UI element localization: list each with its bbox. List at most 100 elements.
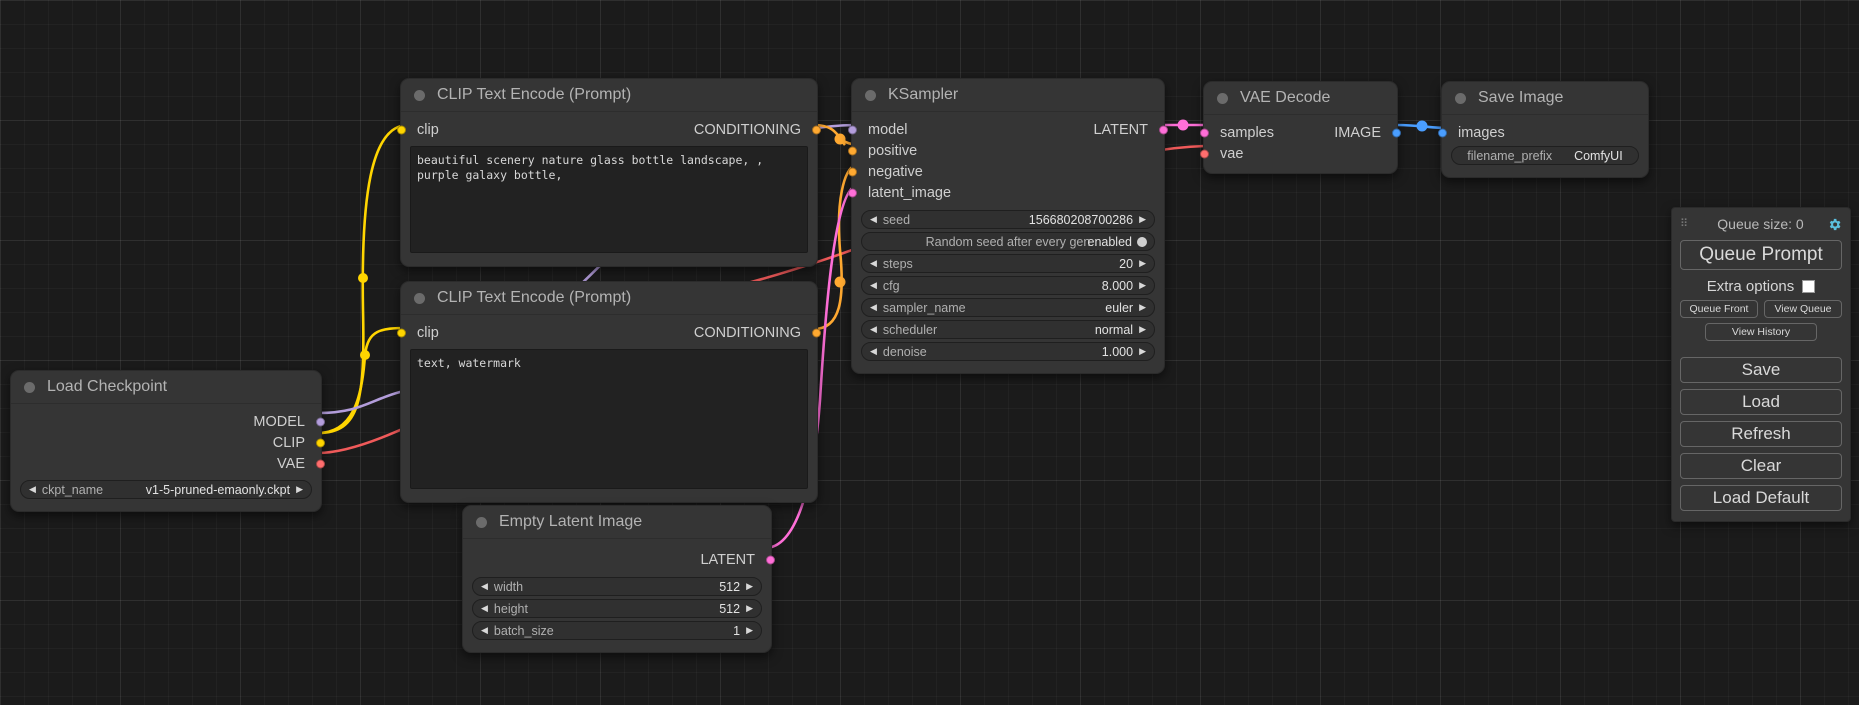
slot-negative-input[interactable]: negative [848, 161, 1164, 182]
slot-clip-input[interactable]: clip CONDITIONING [397, 119, 821, 140]
increment-arrow-icon[interactable]: ▶ [1139, 324, 1146, 334]
slot-latent-output[interactable]: LATENT [463, 546, 775, 574]
save-button[interactable]: Save [1680, 357, 1842, 383]
comfyui-menu-panel[interactable]: ⠿ Queue size: 0 Queue Prompt Extra optio… [1671, 207, 1851, 522]
decrement-arrow-icon[interactable]: ◀ [870, 324, 877, 334]
view-history-button[interactable]: View History [1705, 323, 1817, 341]
collapse-dot-icon[interactable] [24, 381, 35, 393]
port-model-icon[interactable] [848, 125, 857, 134]
node-title-bar[interactable]: Save Image [1442, 82, 1648, 115]
widget-width[interactable]: ◀ width 512 ▶ [472, 577, 762, 596]
slot-latent-image-input[interactable]: latent_image [848, 182, 1164, 203]
increment-arrow-icon[interactable]: ▶ [746, 603, 753, 613]
widget-value[interactable]: v1-5-pruned-emaonly.ckpt [145, 482, 291, 497]
decrement-arrow-icon[interactable]: ◀ [870, 258, 877, 268]
collapse-dot-icon[interactable] [476, 516, 487, 528]
node-load-checkpoint[interactable]: Load Checkpoint MODEL CLIP VAE ◀ ckpt_na… [10, 370, 325, 512]
node-clip-text-encode-negative[interactable]: CLIP Text Encode (Prompt) clip CONDITION… [397, 281, 821, 503]
port-conditioning-icon[interactable] [812, 125, 821, 134]
widget-value[interactable]: 8.000 [1101, 278, 1134, 293]
increment-arrow-icon[interactable]: ▶ [746, 581, 753, 591]
slot-positive-input[interactable]: positive [848, 140, 1164, 161]
port-vae-icon[interactable] [316, 459, 325, 468]
increment-arrow-icon[interactable]: ▶ [746, 625, 753, 635]
node-title-bar[interactable]: CLIP Text Encode (Prompt) [401, 282, 817, 315]
widget-value[interactable]: 512 [719, 601, 741, 616]
port-clip-icon[interactable] [316, 438, 325, 447]
decrement-arrow-icon[interactable]: ◀ [481, 581, 488, 591]
node-empty-latent-image[interactable]: Empty Latent Image LATENT ◀ width 512 ▶ … [462, 505, 775, 653]
decrement-arrow-icon[interactable]: ◀ [481, 625, 488, 635]
slot-images-input[interactable]: images [1438, 122, 1648, 143]
widget-batch-size[interactable]: ◀ batch_size 1 ▶ [472, 621, 762, 640]
decrement-arrow-icon[interactable]: ◀ [29, 484, 36, 494]
prompt-textarea-positive[interactable]: beautiful scenery nature glass bottle la… [410, 146, 808, 253]
node-clip-text-encode-positive[interactable]: CLIP Text Encode (Prompt) clip CONDITION… [397, 78, 821, 267]
node-title-bar[interactable]: Empty Latent Image [463, 506, 771, 539]
refresh-button[interactable]: Refresh [1680, 421, 1842, 447]
widget-cfg[interactable]: ◀ cfg 8.000 ▶ [861, 276, 1155, 295]
widget-random-seed-toggle[interactable]: Random seed after every gen enabled [861, 232, 1155, 251]
increment-arrow-icon[interactable]: ▶ [1139, 258, 1146, 268]
port-clip-icon[interactable] [397, 328, 406, 337]
port-latent-image-icon[interactable] [848, 188, 857, 197]
decrement-arrow-icon[interactable]: ◀ [870, 302, 877, 312]
slot-samples-input[interactable]: samples IMAGE [1200, 122, 1401, 143]
widget-ckpt-name[interactable]: ◀ ckpt_name v1-5-pruned-emaonly.ckpt ▶ [20, 480, 312, 499]
widget-value[interactable]: 1.000 [1101, 344, 1134, 359]
port-image-icon[interactable] [1392, 128, 1401, 137]
port-positive-icon[interactable] [848, 146, 857, 155]
port-negative-icon[interactable] [848, 167, 857, 176]
slot-clip-input[interactable]: clip CONDITIONING [397, 322, 821, 343]
port-images-icon[interactable] [1438, 128, 1447, 137]
node-title-bar[interactable]: CLIP Text Encode (Prompt) [401, 79, 817, 112]
increment-arrow-icon[interactable]: ▶ [1139, 214, 1146, 224]
widget-value[interactable]: ComfyUI [1574, 148, 1623, 163]
decrement-arrow-icon[interactable]: ◀ [870, 346, 877, 356]
widget-seed[interactable]: ◀ seed 156680208700286 ▶ [861, 210, 1155, 229]
decrement-arrow-icon[interactable]: ◀ [870, 280, 877, 290]
slot-model-output[interactable]: MODEL [11, 411, 325, 432]
widget-value[interactable]: 1 [733, 623, 741, 638]
toggle-knob-icon[interactable] [1137, 236, 1147, 247]
node-save-image[interactable]: Save Image images filename_prefix ComfyU… [1438, 81, 1649, 178]
widget-value[interactable]: 156680208700286 [1028, 212, 1134, 227]
increment-arrow-icon[interactable]: ▶ [1139, 302, 1146, 312]
port-samples-icon[interactable] [1200, 128, 1209, 137]
decrement-arrow-icon[interactable]: ◀ [481, 603, 488, 613]
port-vae-icon[interactable] [1200, 149, 1209, 158]
view-queue-button[interactable]: View Queue [1764, 300, 1842, 318]
node-title-bar[interactable]: VAE Decode [1204, 82, 1397, 115]
slot-vae-output[interactable]: VAE [11, 453, 325, 474]
node-title-bar[interactable]: Load Checkpoint [11, 371, 321, 404]
increment-arrow-icon[interactable]: ▶ [296, 484, 303, 494]
load-button[interactable]: Load [1680, 389, 1842, 415]
increment-arrow-icon[interactable]: ▶ [1139, 280, 1146, 290]
queue-front-button[interactable]: Queue Front [1680, 300, 1758, 318]
node-vae-decode[interactable]: VAE Decode samples IMAGE vae [1200, 81, 1401, 174]
collapse-dot-icon[interactable] [1455, 92, 1466, 104]
extra-options-row[interactable]: Extra options [1680, 278, 1842, 295]
slot-clip-output[interactable]: CLIP [11, 432, 325, 453]
increment-arrow-icon[interactable]: ▶ [1139, 346, 1146, 356]
port-conditioning-icon[interactable] [812, 328, 821, 337]
collapse-dot-icon[interactable] [1217, 92, 1228, 104]
drag-handle-icon[interactable]: ⠿ [1680, 217, 1690, 230]
widget-filename-prefix[interactable]: filename_prefix ComfyUI [1451, 146, 1639, 165]
clear-button[interactable]: Clear [1680, 453, 1842, 479]
collapse-dot-icon[interactable] [414, 292, 425, 304]
collapse-dot-icon[interactable] [414, 89, 425, 101]
widget-value[interactable]: euler [1105, 300, 1134, 315]
widget-value[interactable]: 20 [1119, 256, 1134, 271]
extra-options-checkbox[interactable] [1802, 280, 1816, 293]
port-latent-icon[interactable] [1159, 125, 1168, 134]
widget-sampler-name[interactable]: ◀ sampler_name euler ▶ [861, 298, 1155, 317]
widget-value[interactable]: 512 [719, 579, 741, 594]
port-clip-icon[interactable] [397, 125, 406, 134]
widget-steps[interactable]: ◀ steps 20 ▶ [861, 254, 1155, 273]
widget-scheduler[interactable]: ◀ scheduler normal ▶ [861, 320, 1155, 339]
collapse-dot-icon[interactable] [865, 89, 876, 101]
node-title-bar[interactable]: KSampler [852, 79, 1164, 112]
slot-vae-input[interactable]: vae [1200, 143, 1397, 164]
